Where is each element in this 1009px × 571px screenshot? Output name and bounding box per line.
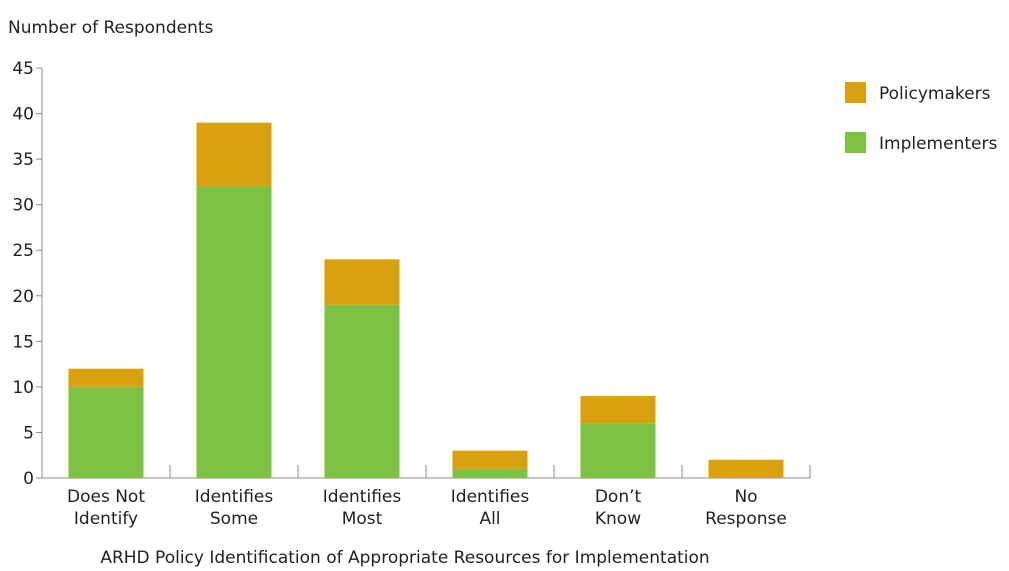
axes (41, 68, 811, 479)
x-category-label: Does Not Identify (67, 487, 145, 529)
bar-implementers (580, 423, 656, 478)
y-tick-label: 40 (12, 105, 34, 125)
y-tick-label: 15 (12, 332, 34, 352)
legend-swatch-implementers (845, 132, 866, 153)
legend-label-policymakers: Policymakers (879, 84, 991, 104)
bar-policymakers (68, 368, 144, 387)
y-tick-label: 45 (12, 59, 34, 79)
x-category-label: Identifies Most (323, 487, 402, 529)
bar-policymakers (452, 450, 528, 469)
y-tick-label: 20 (12, 287, 34, 307)
bar-implementers (68, 386, 144, 478)
bar-policymakers (324, 259, 400, 305)
bar-policymakers (196, 122, 272, 187)
x-category-label: Identifies Some (195, 487, 274, 529)
bar-implementers (196, 186, 272, 478)
bars (68, 122, 784, 478)
y-tick-label: 30 (12, 196, 34, 216)
y-tick-label: 5 (23, 423, 34, 443)
y-tick-label: 10 (12, 378, 34, 398)
bar-policymakers (580, 396, 656, 424)
y-axis-title: Number of Respondents (8, 18, 214, 38)
x-category-label: No Response (705, 487, 787, 529)
legend: Policymakers Implementers (845, 82, 997, 154)
x-category-label: Don’t Know (595, 487, 642, 529)
x-category-label: Identifies All (451, 487, 530, 529)
bar-implementers (324, 304, 400, 478)
y-tick-label: 0 (23, 469, 34, 489)
y-tick-label: 25 (12, 241, 34, 261)
y-tick-label: 35 (12, 150, 34, 170)
bar-implementers (452, 468, 528, 478)
y-ticks: 0 5 10 15 20 25 30 35 40 45 (12, 59, 42, 489)
legend-swatch-policymakers (845, 82, 866, 103)
x-category-labels: Does Not Identify Identifies Some Identifies… (67, 487, 787, 529)
legend-label-implementers: Implementers (879, 134, 997, 154)
bar-policymakers (708, 459, 784, 478)
x-axis-title: ARHD Policy Identification of Appropriat… (100, 548, 709, 568)
